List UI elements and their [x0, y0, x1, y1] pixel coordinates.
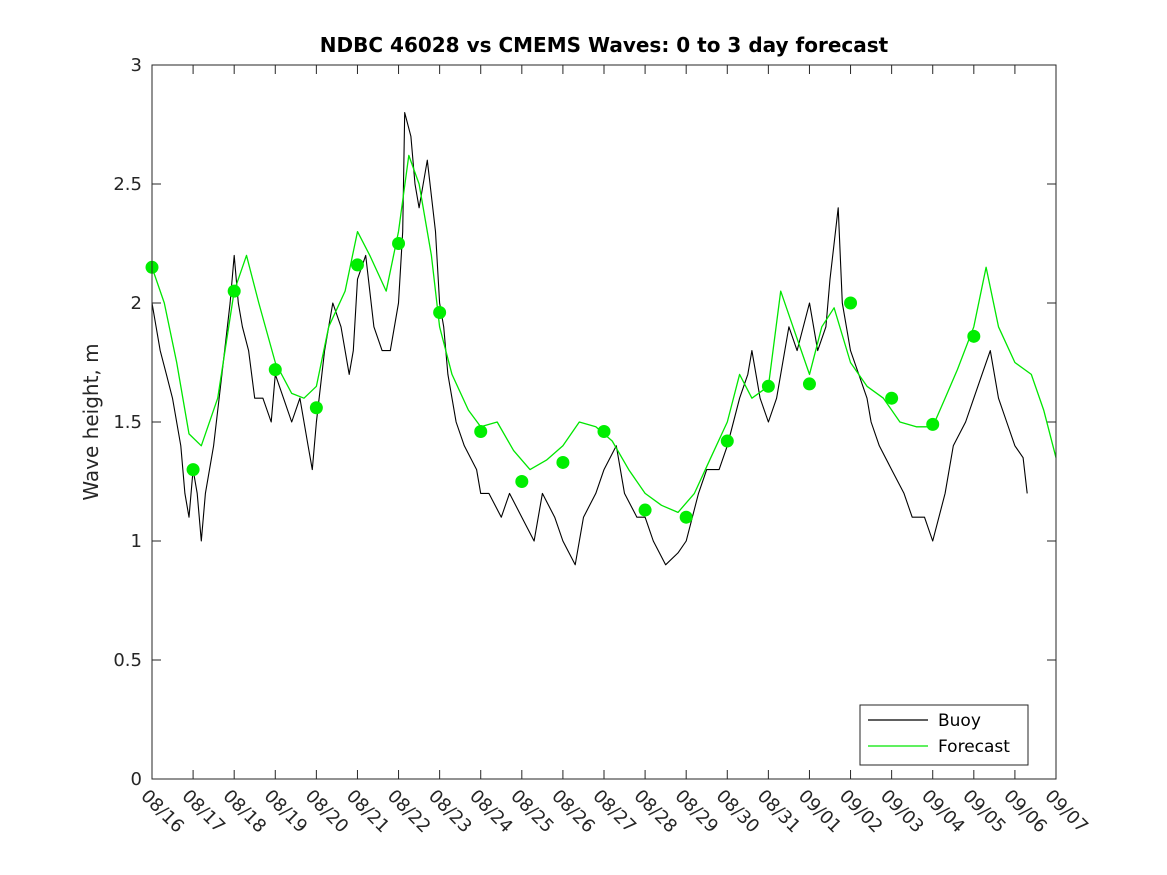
- plot-area: [152, 65, 1056, 779]
- x-tick-label: 08/29: [671, 786, 723, 838]
- y-tick-label: 1.5: [113, 412, 142, 433]
- x-tick-label: 08/20: [301, 786, 353, 838]
- y-tick-label: 2: [131, 293, 142, 314]
- forecast-marker: [597, 425, 611, 439]
- x-tick-labels: 08/1608/1708/1808/1908/2008/2108/2208/23…: [136, 786, 1092, 838]
- y-axis-label: Wave height, m: [79, 343, 103, 500]
- x-tick-label: 08/28: [630, 786, 682, 838]
- forecast-marker: [926, 417, 940, 431]
- x-tick-label: 09/02: [835, 786, 887, 838]
- forecast-markers: [145, 237, 981, 524]
- forecast-marker: [967, 329, 981, 343]
- series-layer: [151, 112, 1057, 566]
- x-tick-label: 09/03: [876, 786, 928, 838]
- x-tick-label: 08/17: [178, 786, 230, 838]
- x-tick-label: 08/22: [383, 786, 435, 838]
- forecast-marker: [227, 284, 241, 298]
- x-tick-label: 09/06: [999, 786, 1051, 838]
- forecast-marker: [350, 258, 364, 272]
- x-tick-label: 09/04: [917, 786, 969, 838]
- y-tick-label: 0: [131, 769, 142, 790]
- forecast-marker: [720, 434, 734, 448]
- series-buoy-line: [151, 112, 1028, 566]
- x-tick-label: 09/07: [1040, 786, 1092, 838]
- forecast-marker: [556, 455, 570, 469]
- y-tick-labels: 0 0.5 1 1.5 2 2.5 3: [113, 55, 142, 790]
- y-tick-label: 0.5: [113, 650, 142, 671]
- axes-box: [151, 64, 1057, 780]
- legend-box: [859, 704, 1029, 766]
- forecast-marker: [268, 363, 282, 377]
- forecast-marker: [474, 425, 488, 439]
- forecast-marker: [638, 503, 652, 517]
- forecast-marker: [679, 510, 693, 524]
- y-tick-label: 1: [131, 531, 142, 552]
- forecast-marker: [761, 379, 775, 393]
- legend: Buoy Forecast: [859, 704, 1029, 766]
- x-tick-label: 08/25: [506, 786, 558, 838]
- x-tick-label: 09/05: [958, 786, 1010, 838]
- forecast-marker: [515, 475, 529, 488]
- x-tick-label: 08/18: [219, 786, 271, 838]
- x-tick-label: 08/16: [136, 786, 188, 838]
- x-tick-label: 08/31: [753, 786, 805, 838]
- forecast-marker: [885, 391, 899, 405]
- y-tick-label: 3: [131, 55, 142, 76]
- x-tick-label: 09/01: [794, 786, 846, 838]
- forecast-marker: [844, 296, 858, 310]
- forecast-marker: [186, 463, 200, 477]
- chart-title: NDBC 46028 vs CMEMS Waves: 0 to 3 day fo…: [320, 33, 889, 57]
- series-forecast-line: [151, 154, 1057, 514]
- forecast-marker: [392, 237, 406, 250]
- legend-forecast-label: Forecast: [938, 737, 1010, 757]
- x-tick-label: 08/19: [260, 786, 312, 838]
- y-tick-label: 2.5: [113, 174, 142, 195]
- x-tick-label: 08/24: [465, 786, 517, 838]
- forecast-marker: [309, 401, 323, 415]
- x-tick-label: 08/30: [712, 786, 764, 838]
- forecast-marker: [433, 306, 447, 320]
- x-tick-label: 08/23: [424, 786, 476, 838]
- forecast-marker: [802, 377, 816, 391]
- legend-buoy-label: Buoy: [938, 711, 981, 731]
- x-tick-label: 08/27: [588, 786, 640, 838]
- x-tick-label: 08/21: [342, 786, 394, 838]
- x-tick-label: 08/26: [547, 786, 599, 838]
